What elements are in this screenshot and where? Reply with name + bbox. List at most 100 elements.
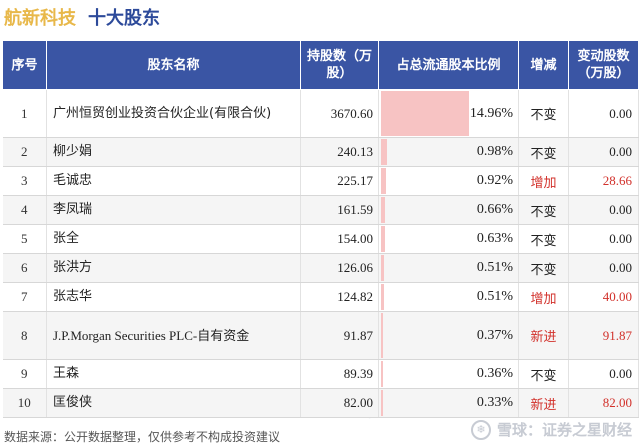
cell-ratio: 0.33% bbox=[378, 388, 519, 418]
cell-rank: 9 bbox=[2, 359, 47, 389]
col-header-delta: 变动股数（万股） bbox=[568, 40, 639, 90]
table-row: 8 J.P.Morgan Securities PLC-自有资金 91.87 0.37… bbox=[2, 311, 639, 360]
snowball-icon: ❄ bbox=[470, 419, 491, 440]
cell-ratio: 0.36% bbox=[378, 359, 519, 389]
cell-rank: 3 bbox=[2, 166, 47, 196]
ratio-bar bbox=[381, 91, 469, 136]
ratio-bar bbox=[381, 139, 387, 165]
cell-delta: 0.00 bbox=[568, 359, 639, 389]
ratio-value: 0.63% bbox=[476, 231, 513, 246]
cell-shares: 126.06 bbox=[300, 253, 379, 283]
cell-delta: 0.00 bbox=[568, 224, 639, 254]
cell-rank: 7 bbox=[2, 282, 47, 312]
ratio-value: 0.98% bbox=[476, 144, 513, 159]
table-row: 9 王森 89.39 0.36% 不变 0.00 bbox=[2, 359, 639, 389]
cell-shares: 161.59 bbox=[300, 195, 379, 225]
ratio-bar bbox=[381, 168, 387, 194]
table-row: 6 张洪方 126.06 0.51% 不变 0.00 bbox=[2, 253, 639, 283]
cell-shares: 154.00 bbox=[300, 224, 379, 254]
table-row: 5 张全 154.00 0.63% 不变 0.00 bbox=[2, 224, 639, 254]
page-subtitle: 十大股东 bbox=[88, 8, 160, 29]
ratio-value: 0.51% bbox=[476, 260, 513, 275]
cell-rank: 2 bbox=[2, 137, 47, 167]
cell-delta: 28.66 bbox=[568, 166, 639, 196]
cell-delta: 0.00 bbox=[568, 137, 639, 167]
cell-rank: 1 bbox=[2, 89, 47, 138]
table-header-row: 序号 股东名称 持股数（万股） 占总流通股本比例 增减 变动股数（万股） bbox=[2, 40, 639, 90]
cell-ratio: 0.51% bbox=[378, 282, 519, 312]
cell-holder-name: 广州恒贸创业投资合伙企业(有限合伙) bbox=[46, 89, 301, 138]
cell-change: 增加 bbox=[518, 166, 569, 196]
cell-change: 增加 bbox=[518, 282, 569, 312]
ratio-bar bbox=[381, 361, 384, 387]
brand-label: 雪球：证券之星财经 bbox=[496, 421, 632, 439]
cell-delta: 0.00 bbox=[568, 89, 639, 138]
cell-holder-name: 张洪方 bbox=[46, 253, 301, 283]
table-row: 10 匡俊侠 82.00 0.33% 新进 82.00 bbox=[2, 388, 639, 418]
cell-delta: 0.00 bbox=[568, 195, 639, 225]
ratio-value: 0.66% bbox=[476, 202, 513, 217]
footer-brand: ❄ 雪球：证券之星财经 bbox=[470, 419, 632, 440]
col-header-change: 增减 bbox=[518, 40, 569, 90]
cell-delta: 0.00 bbox=[568, 253, 639, 283]
cell-change: 新进 bbox=[518, 311, 569, 360]
cell-shares: 91.87 bbox=[300, 311, 379, 360]
cell-holder-name: 张全 bbox=[46, 224, 301, 254]
ratio-value: 14.96% bbox=[469, 105, 513, 121]
cell-ratio: 0.66% bbox=[378, 195, 519, 225]
title-bar: 航新科技 十大股东 bbox=[0, 0, 640, 34]
cell-holder-name: 王森 bbox=[46, 359, 301, 389]
cell-shares: 89.39 bbox=[300, 359, 379, 389]
company-title: 航新科技 bbox=[4, 8, 76, 29]
cell-change: 新进 bbox=[518, 388, 569, 418]
ratio-bar bbox=[381, 255, 384, 281]
cell-shares: 82.00 bbox=[300, 388, 379, 418]
cell-change: 不变 bbox=[518, 253, 569, 283]
col-header-rank: 序号 bbox=[2, 40, 47, 90]
cell-holder-name: J.P.Morgan Securities PLC-自有资金 bbox=[46, 311, 301, 360]
table-row: 3 毛诚忠 225.17 0.92% 增加 28.66 bbox=[2, 166, 639, 196]
cell-holder-name: 毛诚忠 bbox=[46, 166, 301, 196]
cell-holder-name: 张志华 bbox=[46, 282, 301, 312]
ratio-bar bbox=[381, 226, 385, 252]
table-row: 2 柳少娟 240.13 0.98% 不变 0.00 bbox=[2, 137, 639, 167]
data-source-note: 数据来源：公开数据整理，仅供参考不构成投资建议 bbox=[4, 430, 281, 444]
cell-shares: 3670.60 bbox=[300, 89, 379, 138]
cell-ratio: 0.51% bbox=[378, 253, 519, 283]
ratio-bar bbox=[381, 313, 384, 358]
ratio-bar bbox=[381, 197, 385, 223]
cell-rank: 5 bbox=[2, 224, 47, 254]
ratio-value: 0.33% bbox=[476, 395, 513, 410]
cell-shares: 124.82 bbox=[300, 282, 379, 312]
cell-rank: 4 bbox=[2, 195, 47, 225]
col-header-holder-name: 股东名称 bbox=[46, 40, 301, 90]
cell-ratio: 0.37% bbox=[378, 311, 519, 360]
cell-change: 不变 bbox=[518, 224, 569, 254]
cell-shares: 240.13 bbox=[300, 137, 379, 167]
cell-delta: 91.87 bbox=[568, 311, 639, 360]
cell-change: 不变 bbox=[518, 89, 569, 138]
cell-change: 不变 bbox=[518, 195, 569, 225]
cell-shares: 225.17 bbox=[300, 166, 379, 196]
cell-rank: 8 bbox=[2, 311, 47, 360]
cell-holder-name: 柳少娟 bbox=[46, 137, 301, 167]
cell-holder-name: 匡俊侠 bbox=[46, 388, 301, 418]
ratio-value: 0.51% bbox=[476, 289, 513, 304]
table-row: 7 张志华 124.82 0.51% 增加 40.00 bbox=[2, 282, 639, 312]
table-row: 1 广州恒贸创业投资合伙企业(有限合伙) 3670.60 14.96% 不变 0.00 bbox=[2, 89, 639, 138]
top-ten-holders-table: 序号 股东名称 持股数（万股） 占总流通股本比例 增减 变动股数（万股） 1 广州… bbox=[2, 40, 639, 418]
cell-ratio: 14.96% bbox=[378, 89, 519, 138]
cell-ratio: 0.63% bbox=[378, 224, 519, 254]
cell-change: 不变 bbox=[518, 137, 569, 167]
ratio-value: 0.36% bbox=[476, 366, 513, 381]
col-header-shares: 持股数（万股） bbox=[300, 40, 379, 90]
cell-delta: 40.00 bbox=[568, 282, 639, 312]
cell-change: 不变 bbox=[518, 359, 569, 389]
ratio-value: 0.37% bbox=[476, 327, 513, 343]
cell-ratio: 0.92% bbox=[378, 166, 519, 196]
cell-rank: 10 bbox=[2, 388, 47, 418]
cell-rank: 6 bbox=[2, 253, 47, 283]
cell-delta: 82.00 bbox=[568, 388, 639, 418]
table-row: 4 李凤瑞 161.59 0.66% 不变 0.00 bbox=[2, 195, 639, 225]
ratio-value: 0.92% bbox=[476, 173, 513, 188]
